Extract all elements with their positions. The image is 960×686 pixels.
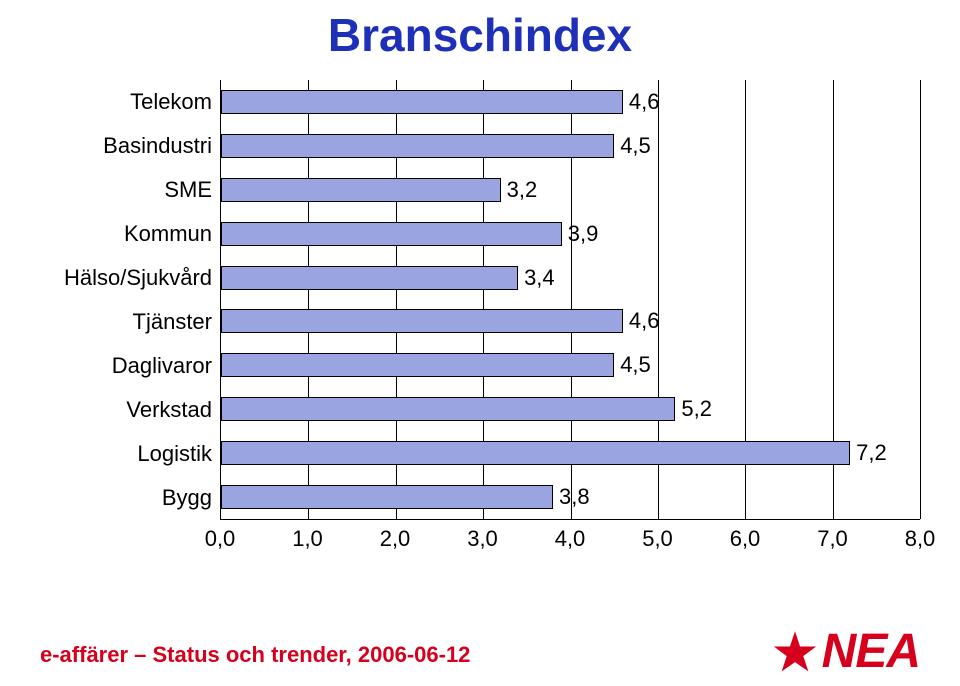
bar <box>221 178 501 202</box>
bar <box>221 441 850 465</box>
bar-value-label: 3,9 <box>568 221 599 247</box>
bar <box>221 134 614 158</box>
bar-value-label: 7,2 <box>856 440 887 466</box>
bar-value-label: 3,4 <box>524 265 555 291</box>
bar-value-label: 3,8 <box>559 484 590 510</box>
category-label: Logistik <box>40 432 220 476</box>
category-label: Kommun <box>40 212 220 256</box>
bar <box>221 222 562 246</box>
bar-value-label: 4,6 <box>629 89 660 115</box>
x-tick-label: 8,0 <box>905 526 936 552</box>
x-tick-label: 2,0 <box>380 526 411 552</box>
category-label: Verkstad <box>40 388 220 432</box>
bars-container: 4,6 4,5 3,2 3,9 3,4 4,6 4,5 5,2 7,2 3,8 <box>221 80 920 519</box>
x-tick-label: 0,0 <box>205 526 236 552</box>
bar-slot: 3,4 <box>221 256 920 300</box>
chart-title: Branschindex <box>0 8 960 62</box>
category-label: Tjänster <box>40 300 220 344</box>
bar <box>221 90 623 114</box>
bar-slot: 3,9 <box>221 212 920 256</box>
category-label: SME <box>40 168 220 212</box>
branschindex-chart: TelekomBasindustriSMEKommunHälso/Sjukvår… <box>40 80 920 560</box>
bar-slot: 7,2 <box>221 431 920 475</box>
x-tick-label: 4,0 <box>555 526 586 552</box>
category-label: Basindustri <box>40 124 220 168</box>
x-axis: 0,01,02,03,04,05,06,07,08,0 <box>220 520 920 560</box>
x-tick-label: 6,0 <box>730 526 761 552</box>
bar-value-label: 4,6 <box>629 308 660 334</box>
category-label: Hälso/Sjukvård <box>40 256 220 300</box>
bar-slot: 3,8 <box>221 475 920 519</box>
grid-line <box>920 80 921 519</box>
footer-text: e-affärer – Status och trender, 2006-06-… <box>40 642 470 668</box>
plot-row: TelekomBasindustriSMEKommunHälso/Sjukvår… <box>40 80 920 520</box>
category-label: Daglivaror <box>40 344 220 388</box>
bar <box>221 266 518 290</box>
x-tick-label: 3,0 <box>467 526 498 552</box>
nea-logo: NEA <box>772 628 920 676</box>
y-axis-labels: TelekomBasindustriSMEKommunHälso/Sjukvår… <box>40 80 220 520</box>
bar-value-label: 5,2 <box>681 396 712 422</box>
plot-area: 4,6 4,5 3,2 3,9 3,4 4,6 4,5 5,2 7,2 3,8 <box>220 80 920 520</box>
bar-value-label: 4,5 <box>620 133 651 159</box>
star-icon <box>772 629 818 675</box>
category-label: Bygg <box>40 476 220 520</box>
bar-slot: 5,2 <box>221 387 920 431</box>
bar-slot: 3,2 <box>221 168 920 212</box>
bar-slot: 4,6 <box>221 300 920 344</box>
logo-text: NEA <box>822 628 920 676</box>
bar-value-label: 4,5 <box>620 352 651 378</box>
bar <box>221 309 623 333</box>
x-tick-label: 5,0 <box>642 526 673 552</box>
bar-value-label: 3,2 <box>507 177 538 203</box>
bar-slot: 4,6 <box>221 80 920 124</box>
page: Branschindex TelekomBasindustriSMEKommun… <box>0 0 960 686</box>
x-tick-label: 7,0 <box>817 526 848 552</box>
category-label: Telekom <box>40 80 220 124</box>
bar <box>221 485 553 509</box>
bar-slot: 4,5 <box>221 124 920 168</box>
bar <box>221 353 614 377</box>
bar <box>221 397 675 421</box>
bar-slot: 4,5 <box>221 343 920 387</box>
x-tick-label: 1,0 <box>292 526 323 552</box>
